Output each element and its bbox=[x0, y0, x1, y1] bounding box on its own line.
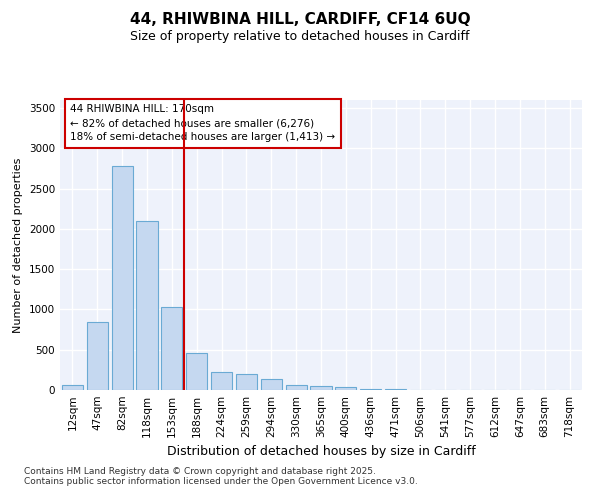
Bar bbox=[112, 166, 133, 390]
Bar bbox=[87, 322, 108, 390]
Bar bbox=[186, 353, 207, 390]
Text: 44 RHIWBINA HILL: 170sqm
← 82% of detached houses are smaller (6,276)
18% of sem: 44 RHIWBINA HILL: 170sqm ← 82% of detach… bbox=[70, 104, 335, 142]
Bar bbox=[286, 385, 307, 390]
Text: 44, RHIWBINA HILL, CARDIFF, CF14 6UQ: 44, RHIWBINA HILL, CARDIFF, CF14 6UQ bbox=[130, 12, 470, 28]
Text: Contains HM Land Registry data © Crown copyright and database right 2025.: Contains HM Land Registry data © Crown c… bbox=[24, 467, 376, 476]
Y-axis label: Number of detached properties: Number of detached properties bbox=[13, 158, 23, 332]
Bar bbox=[385, 389, 406, 390]
Bar bbox=[310, 386, 332, 390]
Bar bbox=[136, 221, 158, 390]
Bar bbox=[335, 387, 356, 390]
Bar bbox=[261, 378, 282, 390]
Text: Size of property relative to detached houses in Cardiff: Size of property relative to detached ho… bbox=[130, 30, 470, 43]
X-axis label: Distribution of detached houses by size in Cardiff: Distribution of detached houses by size … bbox=[167, 446, 475, 458]
Bar bbox=[62, 385, 83, 390]
Bar bbox=[360, 388, 381, 390]
Bar bbox=[161, 307, 182, 390]
Bar bbox=[211, 372, 232, 390]
Bar bbox=[236, 374, 257, 390]
Text: Contains public sector information licensed under the Open Government Licence v3: Contains public sector information licen… bbox=[24, 477, 418, 486]
